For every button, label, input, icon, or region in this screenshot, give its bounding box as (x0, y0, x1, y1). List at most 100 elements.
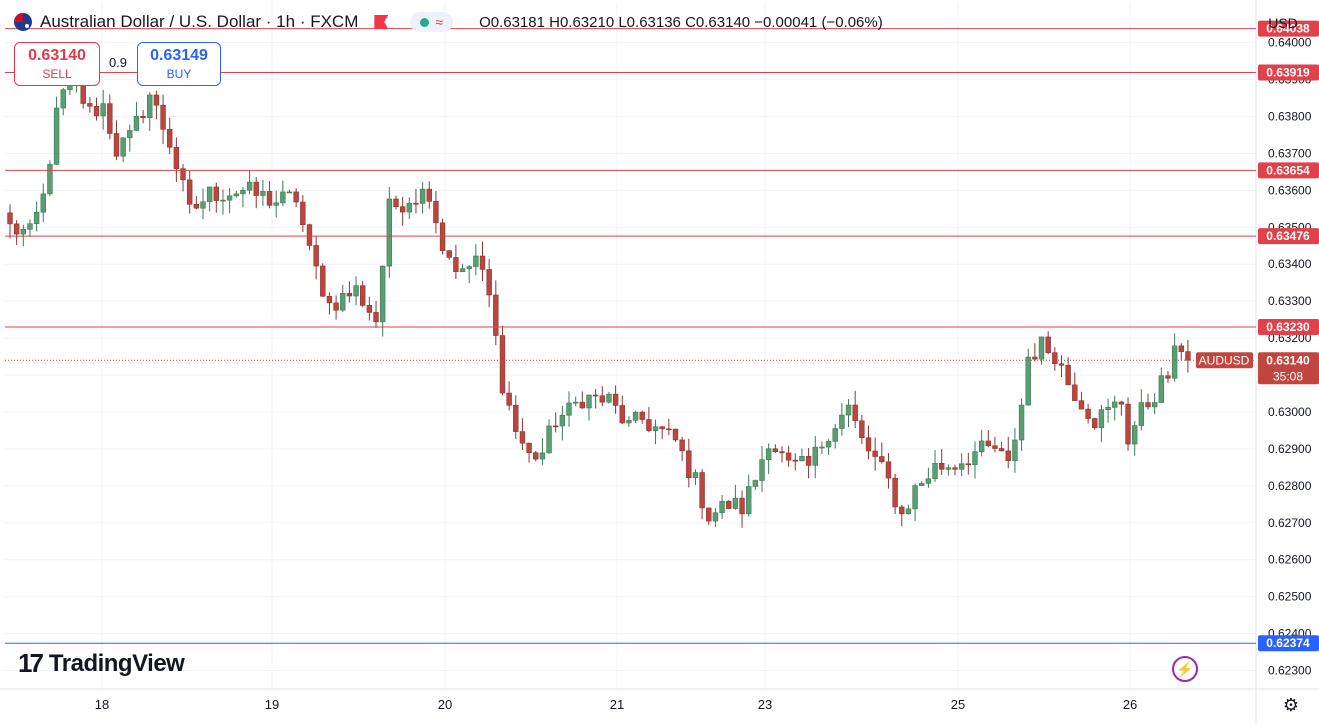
level-price-tag (1258, 228, 1319, 245)
candle-body (699, 472, 705, 509)
currency-selector[interactable]: USD (1268, 15, 1298, 31)
candle-body (100, 103, 106, 117)
level-price-tag (1258, 635, 1319, 652)
level-price-label: 0.62374 (1266, 636, 1310, 650)
candle-body (413, 202, 419, 205)
candle-body (107, 103, 113, 134)
symbol-title[interactable]: Australian Dollar / U.S. Dollar · 1h · F… (40, 12, 359, 31)
wave-icon: ≈ (435, 14, 444, 30)
bar-countdown-label: 35:08 (1273, 369, 1303, 383)
candle-body (706, 507, 712, 522)
candle-body (559, 414, 566, 427)
price-tick-label: 0.63000 (1268, 405, 1312, 419)
candle-body (892, 477, 898, 508)
candle-body (479, 255, 486, 270)
candle-body (746, 486, 752, 515)
candle-body (859, 420, 865, 439)
candle-body (553, 425, 559, 428)
candle-body (193, 204, 200, 209)
time-tick-label: 26 (1123, 697, 1137, 712)
level-price-tag (1258, 319, 1319, 336)
price-tick-label: 0.63800 (1268, 110, 1312, 124)
candle-body (1092, 418, 1098, 429)
candle-body (200, 201, 206, 209)
candle-body (1078, 400, 1085, 410)
level-price-label: 0.64038 (1266, 22, 1310, 36)
sell-price: 0.63140 (28, 47, 86, 64)
candle-body (273, 202, 279, 206)
candle-body (1105, 407, 1111, 410)
candle-body (1098, 409, 1105, 429)
time-tick-label: 18 (95, 697, 109, 712)
flag-mark-icon[interactable] (374, 15, 389, 29)
candle-body (958, 463, 965, 470)
candle-body (506, 392, 512, 406)
candle-body (147, 94, 153, 119)
candle-body (1072, 384, 1078, 401)
candle-body (978, 440, 985, 452)
candle-body (1052, 352, 1058, 365)
candle-body (932, 462, 938, 480)
candle-body (493, 294, 499, 336)
settings-gear-icon[interactable]: ⚙ (1282, 694, 1300, 715)
candle-body (1165, 375, 1171, 379)
lightning-icon[interactable]: ⚡ (1172, 656, 1198, 682)
buy-button[interactable]: 0.63149 BUY (137, 42, 221, 86)
candle-body (1058, 363, 1065, 366)
candle-body (679, 439, 685, 452)
candle-body (473, 255, 479, 267)
candle-body (266, 191, 273, 206)
candle-body (333, 302, 339, 311)
tradingview-logo[interactable]: 17 TradingView (18, 648, 185, 679)
candle-body (386, 198, 393, 267)
price-tick-label: 0.64000 (1268, 36, 1312, 50)
candle-body (925, 478, 932, 484)
candle-body (839, 414, 845, 429)
candle-body (486, 269, 492, 296)
candle-body (1185, 351, 1191, 361)
candle-body (852, 404, 858, 422)
time-tick-label: 21 (610, 697, 624, 712)
candle-body (872, 450, 878, 457)
candle-body (825, 441, 832, 448)
candle-body (792, 459, 798, 462)
candle-body (426, 188, 432, 202)
level-price-tag (1258, 20, 1319, 37)
candle-body (639, 411, 645, 420)
candle-body (546, 425, 552, 454)
candle-body (1112, 401, 1118, 408)
candle-body (985, 440, 991, 447)
price-tick-label: 0.62700 (1268, 516, 1312, 530)
candle-body (579, 401, 586, 409)
candle-body (167, 129, 173, 148)
candle-body (865, 437, 872, 452)
candle-body (53, 107, 60, 165)
candle-body (1085, 408, 1091, 419)
candle-body (1145, 402, 1151, 408)
candle-body (652, 426, 659, 431)
candle-body (992, 445, 998, 449)
candle-body (805, 456, 812, 466)
candle-body (626, 419, 632, 424)
candle-body (632, 411, 639, 421)
candle-body (539, 452, 546, 460)
candle-body (379, 265, 386, 323)
chart-header: Australian Dollar / U.S. Dollar · 1h · F… (14, 10, 883, 34)
buy-price: 0.63149 (150, 47, 208, 64)
candle-body (186, 179, 193, 205)
candle-body (60, 89, 66, 109)
candle-body (1151, 402, 1158, 408)
candle-body (226, 195, 233, 201)
candle-body (732, 497, 739, 509)
candle-body (919, 483, 925, 486)
candle-body (1131, 425, 1138, 445)
candle-body (1158, 375, 1165, 403)
candle-body (466, 266, 472, 269)
sell-button[interactable]: 0.63140 SELL (14, 42, 100, 86)
price-tick-label: 0.63400 (1268, 257, 1312, 271)
candle-body (153, 94, 160, 106)
market-status-pill[interactable]: ≈ (410, 12, 454, 32)
candle-body (692, 472, 699, 479)
candle-body (180, 168, 186, 181)
